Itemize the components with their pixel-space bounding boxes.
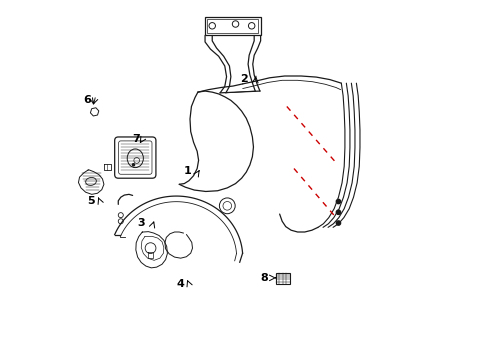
Text: 8: 8 [260,273,267,283]
Bar [204,17,260,36]
Circle shape [132,164,134,166]
Bar [207,19,258,33]
Circle shape [336,221,340,225]
Bar [276,273,289,284]
Text: 7: 7 [132,134,140,144]
Ellipse shape [127,149,143,168]
Circle shape [336,199,340,204]
Circle shape [336,210,340,215]
Text: 2: 2 [240,74,248,84]
Text: 5: 5 [87,196,95,206]
Text: 1: 1 [183,166,191,176]
Text: 6: 6 [83,95,91,105]
Text: 4: 4 [176,279,184,289]
Text: 3: 3 [138,218,145,228]
